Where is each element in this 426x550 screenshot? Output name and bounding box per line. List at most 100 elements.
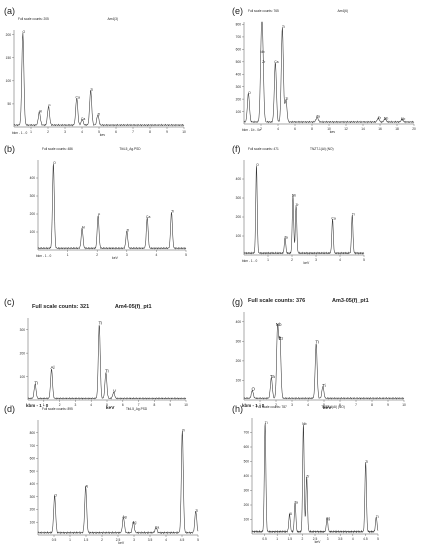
y-tick-label: 700 — [30, 444, 36, 448]
x-tick-label: 14 — [361, 127, 365, 131]
peak-label: Ti — [98, 321, 102, 326]
x-tick-label: 5 — [106, 403, 108, 407]
x-tick-label: 2.5 — [116, 538, 121, 542]
peak-label: Ca — [155, 525, 159, 529]
x-tick-label: 2 — [96, 253, 98, 257]
y-tick-label: 300 — [30, 495, 36, 499]
peak-label: Ti — [376, 515, 379, 519]
peak-label: Ta — [270, 374, 275, 379]
spectrum-trace — [13, 32, 185, 127]
y-tick-label: 200 — [244, 503, 250, 507]
peak-label: Zr — [306, 474, 310, 478]
x-tick-label: 1 — [67, 253, 69, 257]
peak-label: O — [248, 91, 251, 95]
peak-label: P — [48, 104, 51, 108]
x-tick-label: 1.5 — [84, 538, 89, 542]
y-tick-label: 300 — [30, 194, 36, 198]
spectrum-panel-c: (c) Full scale counts: 321 Am4-05(f)_pt1 10… — [4, 297, 188, 411]
x-tick-label: 5 — [377, 537, 379, 541]
peak-label: P — [98, 213, 101, 217]
x-tick-label: 3 — [75, 403, 77, 407]
x-tick-label: 8 — [154, 403, 156, 407]
x-tick-label: 2 — [260, 127, 262, 131]
peak-label: Ca — [331, 216, 335, 220]
x-tick-label: 1 — [259, 403, 261, 407]
x-tick-label: 3 — [315, 258, 317, 262]
peak-label: Zr — [262, 60, 266, 64]
y-tick-label: 500 — [30, 469, 36, 473]
x-axis-label: keV — [112, 256, 119, 260]
full-scale-counts: Full scale counts: 895 — [42, 407, 73, 411]
panel-label: (c) — [4, 297, 15, 307]
spectrum-panel-g: (g) Full scale counts: 376 Am3-05(f)_pt1 10… — [232, 297, 406, 411]
y-tick-label: 400 — [236, 177, 242, 181]
x-tick-label: 16 — [378, 127, 382, 131]
peak-label: Ca — [81, 117, 85, 121]
spectrum-trace — [251, 423, 379, 534]
x-tick-label: 1.5 — [288, 537, 293, 541]
peak-label: Ti — [315, 340, 319, 345]
y-tick-label: 200 — [20, 351, 26, 355]
sample-name: Am4(6) — [338, 9, 348, 13]
x-tick-label: 1 — [69, 538, 71, 542]
y-tick-label: 700 — [236, 35, 242, 39]
peak-label: Ti — [126, 228, 129, 232]
y-tick-label: 300 — [236, 340, 242, 344]
x-tick-label: 3 — [327, 537, 329, 541]
y-tick-label: 800 — [236, 23, 242, 27]
peak-label: Ti — [97, 112, 100, 116]
peak-label: Ti — [352, 213, 355, 217]
y-tick-label: 100 — [30, 520, 36, 524]
spectrum-trace — [37, 163, 187, 250]
x-tick-label: 1 — [30, 130, 32, 134]
peak-label: Ti — [182, 428, 185, 432]
y-tick-label: 600 — [30, 457, 36, 461]
x-tick-label: 10 — [182, 130, 186, 134]
spectrum-trace — [37, 430, 199, 535]
peak-label: Nb — [260, 50, 264, 54]
y-tick-label: 300 — [20, 328, 26, 332]
x-tick-label: 2 — [47, 130, 49, 134]
spectrum-panel-b: (b) Full scale counts: 486 Tit4-5_Ag.PSD 10… — [4, 144, 187, 260]
y-tick-label: 150 — [6, 56, 12, 60]
peak-label: Ca — [76, 96, 80, 100]
footer-left: bkm - 1b - 0c — [242, 128, 261, 132]
x-tick-label: 4 — [81, 130, 83, 134]
x-tick-label: 3 — [64, 130, 66, 134]
y-tick-label: 100 — [244, 518, 250, 522]
sample-name: Am3-05(f)_pt1 — [332, 298, 369, 304]
full-scale-counts: Full scale counts: 471 — [248, 147, 279, 151]
y-tick-label: 100 — [20, 375, 26, 379]
peak-label: Al — [85, 485, 88, 489]
y-tick-label: 500 — [244, 460, 250, 464]
x-tick-label: 5 — [363, 258, 365, 262]
x-tick-label: 6 — [115, 130, 117, 134]
peak-label: Ti — [105, 369, 109, 374]
x-tick-label: 3 — [133, 538, 135, 542]
peak-label: Ti — [195, 509, 198, 513]
x-tick-label: 8 — [371, 403, 373, 407]
x-tick-label: 4 — [165, 538, 167, 542]
y-tick-label: 400 — [236, 320, 242, 324]
sample-name: Tit4-5_Ag.PSD — [126, 407, 148, 411]
x-axis-label: keV — [303, 261, 310, 265]
peak-label: Ag — [122, 515, 126, 519]
full-scale-counts: Full scale counts: 486 — [42, 147, 73, 151]
peak-label: Al — [289, 512, 292, 516]
x-tick-label: 1 — [276, 537, 278, 541]
panel-label: (g) — [232, 297, 243, 307]
spectrum-panel-d: (d) Full scale counts: 895 Tit4-5_Ag.PSD10… — [4, 404, 199, 545]
peak-label: Ca — [274, 60, 278, 64]
y-tick-label: 100 — [6, 79, 12, 83]
x-tick-label: 8 — [149, 130, 151, 134]
x-tick-label: 3.5 — [148, 538, 153, 542]
peak-label: Ca — [146, 215, 150, 219]
x-tick-label: 9 — [166, 130, 168, 134]
x-tick-label: 4 — [352, 537, 354, 541]
y-tick-label: 200 — [6, 33, 12, 37]
x-tick-label: 5 — [323, 403, 325, 407]
peak-label: Ta — [316, 115, 320, 119]
y-tick-label: 300 — [236, 85, 242, 89]
peak-label: Nb — [401, 117, 405, 121]
peak-label: O — [252, 387, 256, 392]
